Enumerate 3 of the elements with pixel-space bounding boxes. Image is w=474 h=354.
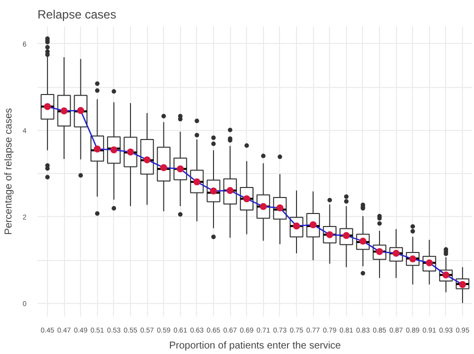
x-axis-title: Proportion of patients enter the service xyxy=(169,340,342,352)
y-axis-title: Percentage of relapse cases xyxy=(4,108,15,235)
chart-title: Relapse cases xyxy=(38,8,116,22)
